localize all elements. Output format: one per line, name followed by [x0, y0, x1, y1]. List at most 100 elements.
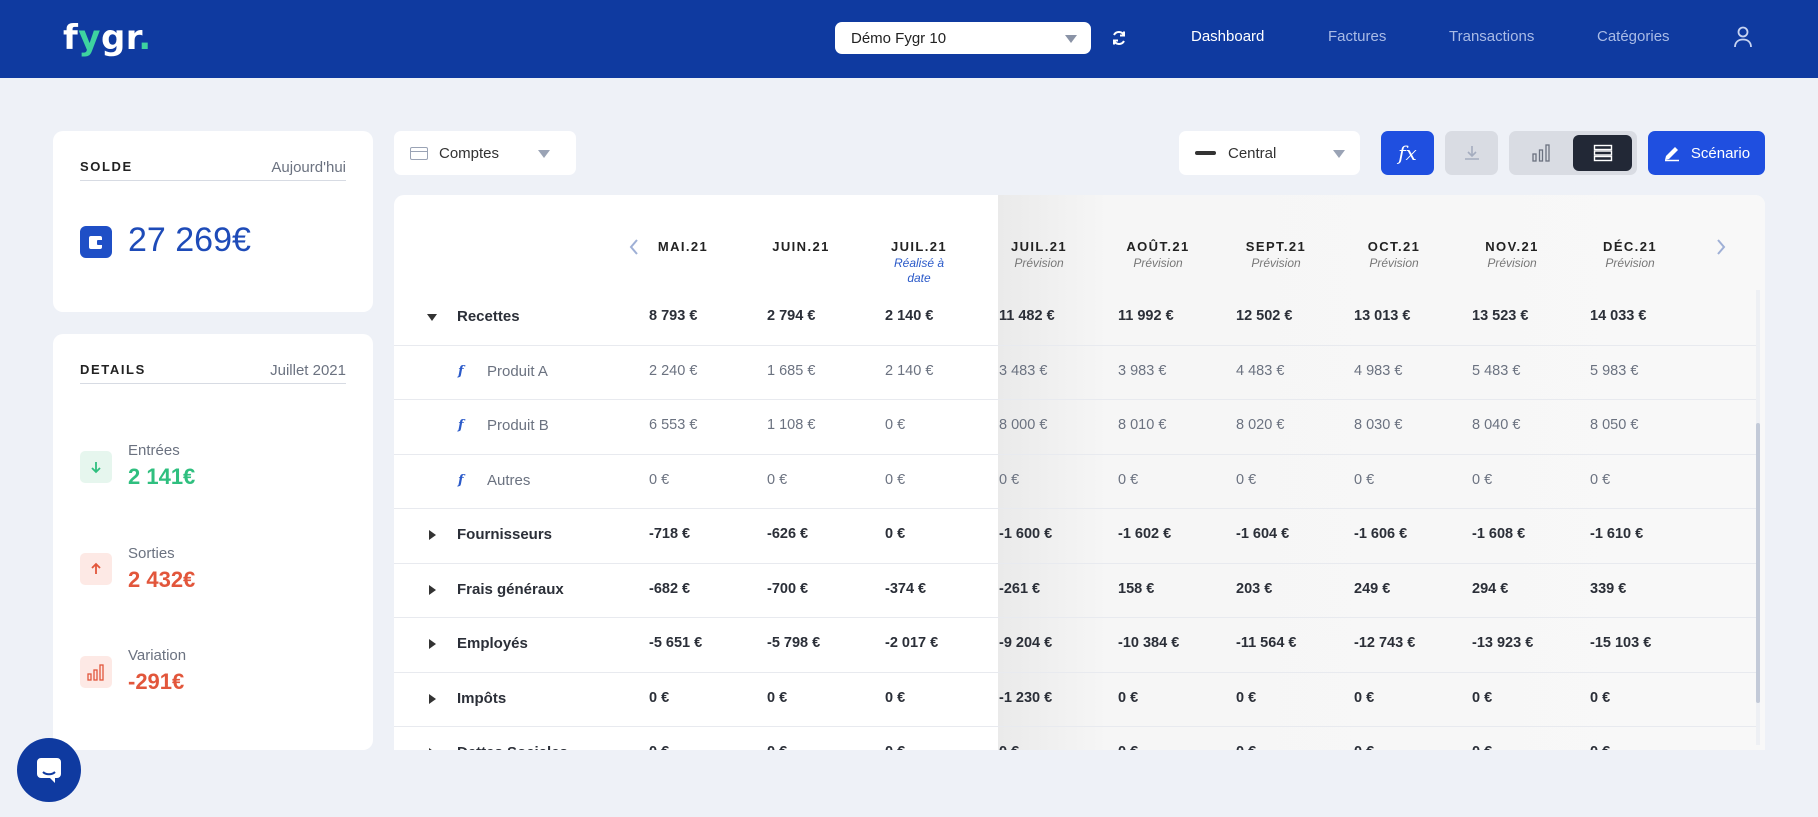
table-cell: 0 €: [649, 471, 670, 488]
pencil-icon: [1664, 147, 1679, 162]
table-rows-icon: [1593, 144, 1612, 162]
forecast-table: MAI.21 JUIN.21 JUIL.21 Réalisé à date JUI…: [394, 195, 1765, 750]
caret-right-icon[interactable]: [429, 693, 436, 704]
nav-dashboard[interactable]: Dashboard: [1191, 28, 1265, 45]
wallet-icon: [80, 226, 112, 258]
table-cell: -374 €: [885, 580, 927, 597]
user-icon[interactable]: [1733, 26, 1753, 48]
row-label: Impôts: [457, 689, 507, 707]
row-label: Employés: [457, 635, 528, 652]
nav-transactions[interactable]: Transactions: [1449, 28, 1535, 45]
table-cell: 13 013 €: [1354, 308, 1411, 324]
table-cell: -682 €: [649, 580, 691, 597]
table-cell: 0 €: [767, 689, 788, 706]
table-cell: 1 108 €: [767, 417, 816, 433]
table-cell: 249 €: [1354, 580, 1391, 597]
table-cell: 8 793 €: [649, 308, 698, 324]
top-navigation-bar: fygr. Démo Fygr 10 Dashboard Factures Tr…: [0, 0, 1818, 78]
details-period: Juillet 2021: [270, 362, 346, 379]
table-cell: -1 604 €: [1236, 526, 1290, 542]
column-header: SEPT.21 Prévision: [1245, 239, 1307, 270]
table-cell: 0 €: [1118, 471, 1139, 488]
table-cell: 6 553 €: [649, 417, 698, 433]
fygr-logo[interactable]: fygr.: [63, 18, 152, 58]
table-cell: -1 606 €: [1354, 526, 1408, 542]
table-cell: 0 €: [999, 744, 1019, 750]
table-cell: 0 €: [999, 471, 1020, 488]
table-cell: 3 983 €: [1118, 362, 1167, 379]
table-cell: 0 €: [1472, 744, 1492, 750]
table-cell: 2 140 €: [885, 308, 934, 324]
row-divider: [394, 726, 1759, 727]
row-divider: [394, 453, 1759, 455]
scenario-button[interactable]: Scénario: [1648, 131, 1765, 175]
row-divider: [394, 399, 1759, 400]
table-cell: -1 602 €: [1118, 526, 1172, 542]
chevron-down-icon: [1333, 150, 1345, 158]
caret-down-icon[interactable]: [427, 314, 437, 321]
table-cell: 0 €: [885, 417, 906, 433]
details-header: DETAILS Juillet 2021: [80, 362, 346, 384]
solde-card: SOLDE Aujourd'hui 27 269€: [53, 131, 373, 312]
refresh-icon[interactable]: [1109, 26, 1129, 50]
table-cell: 4 983 €: [1354, 362, 1403, 379]
table-cell: -626 €: [767, 526, 809, 542]
sorties-value: 2 432€: [128, 567, 196, 592]
table-cell: -10 384 €: [1118, 635, 1180, 651]
table-cell: 4 483 €: [1236, 362, 1285, 379]
table-cell: -15 103 €: [1590, 635, 1652, 651]
scenario-select-value: Central: [1228, 144, 1277, 162]
table-cell: 8 040 €: [1472, 417, 1521, 433]
table-cell: 8 010 €: [1118, 417, 1167, 433]
scenario-select[interactable]: Central: [1179, 131, 1360, 175]
caret-right-icon[interactable]: [429, 530, 436, 540]
table-cell: 0 €: [1472, 689, 1493, 706]
caret-right-icon[interactable]: [429, 584, 436, 595]
row-divider: [394, 671, 1759, 673]
table-cell: -5 651 €: [649, 635, 703, 651]
scrollbar-thumb[interactable]: [1756, 423, 1760, 703]
table-cell: 2 140 €: [885, 362, 934, 379]
caret-right-icon[interactable]: [429, 748, 436, 750]
chevron-left-icon[interactable]: [627, 237, 641, 257]
details-card: DETAILS Juillet 2021 Entrées 2 141€ Sort…: [53, 334, 373, 750]
column-header: JUIL.21 Réalisé à date: [890, 239, 948, 285]
table-cell: 0 €: [767, 471, 788, 488]
accounts-select[interactable]: Comptes: [394, 131, 576, 175]
chat-button[interactable]: [17, 738, 81, 802]
table-cell: 0 €: [1236, 689, 1257, 706]
table-view-button[interactable]: [1573, 135, 1632, 171]
table-cell: 0 €: [1354, 744, 1374, 750]
row-label: Frais généraux: [457, 580, 564, 598]
chevron-right-icon[interactable]: [1714, 237, 1728, 257]
table-cell: 0 €: [1236, 744, 1256, 750]
chevron-down-icon: [1065, 35, 1077, 43]
function-icon: fx: [1398, 141, 1417, 165]
nav-categories[interactable]: Catégories: [1597, 28, 1670, 45]
table-cell: 0 €: [1118, 744, 1138, 750]
view-toggle: [1509, 131, 1637, 175]
company-select[interactable]: Démo Fygr 10: [835, 22, 1091, 54]
credit-card-icon: [410, 146, 428, 160]
formula-button[interactable]: fx: [1381, 131, 1434, 175]
row-divider: [394, 344, 1759, 346]
table-cell: 0 €: [885, 744, 905, 750]
row-label: Produit B: [487, 417, 549, 434]
table-cell: -1 608 €: [1472, 526, 1526, 542]
table-cell: 8 030 €: [1354, 417, 1403, 433]
column-header: NOV.21 Prévision: [1485, 239, 1539, 270]
arrow-up-icon: [80, 553, 112, 585]
table-cell: -718 €: [649, 526, 691, 542]
column-header: DÉC.21 Prévision: [1603, 239, 1657, 270]
download-button[interactable]: [1445, 131, 1498, 175]
table-cell: 0 €: [1590, 689, 1611, 706]
column-header: JUIL.21 Prévision: [1010, 239, 1068, 270]
table-cell: 0 €: [649, 744, 669, 750]
table-cell: 11 482 €: [999, 308, 1055, 324]
caret-right-icon[interactable]: [429, 639, 436, 649]
table-cell: 158 €: [1118, 580, 1155, 597]
arrow-down-icon: [80, 451, 112, 483]
nav-factures[interactable]: Factures: [1328, 28, 1387, 45]
row-divider: [394, 508, 1759, 509]
chart-view-button[interactable]: [1509, 131, 1573, 175]
